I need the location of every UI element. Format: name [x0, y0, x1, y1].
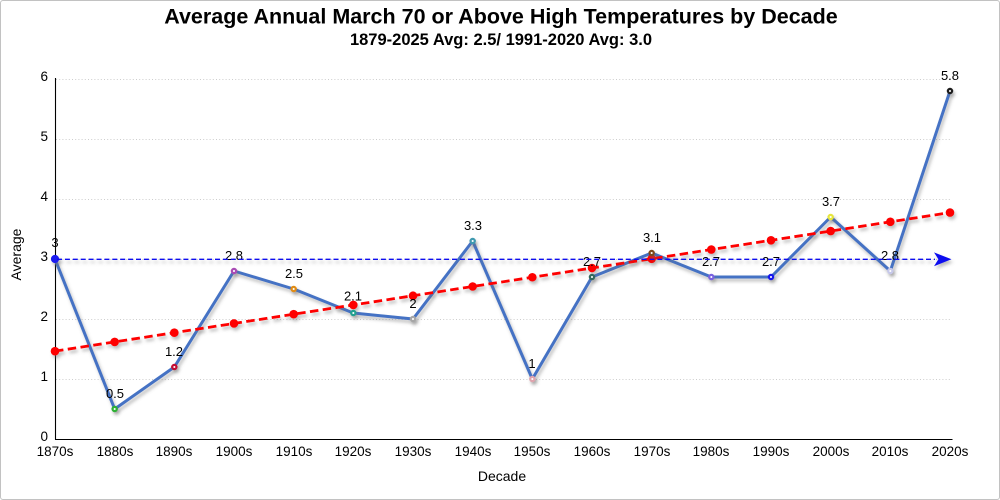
svg-text:3.7: 3.7 — [822, 194, 840, 209]
svg-text:3: 3 — [40, 249, 48, 264]
svg-text:2: 2 — [40, 309, 48, 324]
svg-text:1870s: 1870s — [37, 444, 74, 459]
svg-text:2020s: 2020s — [932, 444, 969, 459]
svg-text:2.8: 2.8 — [225, 248, 243, 263]
svg-text:1910s: 1910s — [276, 444, 313, 459]
svg-text:3.3: 3.3 — [464, 218, 482, 233]
svg-text:2.5: 2.5 — [285, 266, 303, 281]
svg-text:1990s: 1990s — [753, 444, 790, 459]
svg-text:1880s: 1880s — [97, 444, 134, 459]
svg-text:1940s: 1940s — [455, 444, 492, 459]
svg-text:1960s: 1960s — [574, 444, 611, 459]
svg-text:5: 5 — [40, 129, 48, 144]
svg-text:1980s: 1980s — [693, 444, 730, 459]
svg-text:3: 3 — [51, 235, 58, 250]
svg-text:Decade: Decade — [478, 468, 526, 484]
svg-text:6: 6 — [40, 69, 48, 84]
svg-text:Average Annual March 70 or Abo: Average Annual March 70 or Above High Te… — [164, 5, 838, 29]
svg-text:1900s: 1900s — [216, 444, 253, 459]
svg-text:5.8: 5.8 — [941, 68, 959, 83]
svg-text:2.7: 2.7 — [583, 254, 601, 269]
svg-text:1930s: 1930s — [395, 444, 432, 459]
svg-text:1: 1 — [528, 356, 535, 371]
svg-text:0: 0 — [40, 429, 48, 444]
svg-text:2.7: 2.7 — [702, 254, 720, 269]
svg-text:3.1: 3.1 — [643, 230, 661, 245]
svg-text:1920s: 1920s — [335, 444, 372, 459]
svg-text:Average: Average — [8, 228, 24, 280]
svg-text:1879-2025 Avg: 2.5/ 1991-2020: 1879-2025 Avg: 2.5/ 1991-2020 Avg: 3.0 — [350, 31, 652, 49]
svg-text:1890s: 1890s — [156, 444, 193, 459]
svg-text:2010s: 2010s — [872, 444, 909, 459]
svg-text:2.8: 2.8 — [881, 248, 899, 263]
svg-text:4: 4 — [40, 189, 48, 204]
svg-text:2.1: 2.1 — [344, 289, 362, 304]
svg-text:1950s: 1950s — [514, 444, 551, 459]
svg-text:1: 1 — [40, 369, 48, 384]
svg-text:2.7: 2.7 — [762, 254, 780, 269]
svg-text:2: 2 — [409, 296, 416, 311]
svg-text:2000s: 2000s — [813, 444, 850, 459]
svg-text:1.2: 1.2 — [165, 344, 183, 359]
svg-text:1970s: 1970s — [634, 444, 671, 459]
svg-text:0.5: 0.5 — [106, 386, 124, 401]
